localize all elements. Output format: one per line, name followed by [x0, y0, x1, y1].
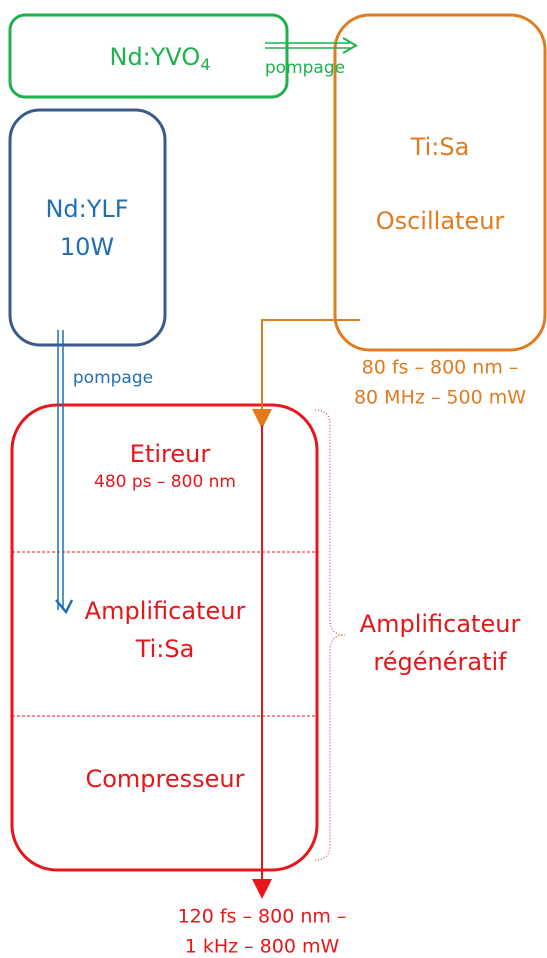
node-label: Ti:Sa — [410, 133, 470, 161]
pump-arrow — [265, 42, 350, 49]
pump-label: pompage — [73, 368, 153, 388]
amplifier-box — [10, 403, 319, 872]
output-spec: 1 kHz – 800 mW — [185, 936, 340, 958]
brace-label: Amplificateur — [360, 610, 521, 638]
oscillator-box — [333, 13, 547, 352]
section-title: Etireur — [130, 440, 211, 468]
seed-beam — [252, 319, 360, 429]
ylf-box — [8, 108, 167, 347]
section-title: Compresseur — [85, 765, 244, 793]
pump-label: pompage — [265, 58, 345, 78]
brace — [314, 409, 346, 861]
output-spec: 120 fs – 800 nm – — [178, 906, 347, 928]
node-label: 10W — [60, 233, 114, 261]
section-title: Ti:Sa — [135, 635, 195, 663]
output-spec: 80 MHz – 500 mW — [354, 387, 526, 409]
yvo4-box — [8, 13, 289, 99]
node-label: Nd:YLF — [45, 195, 128, 223]
node-label: Oscillateur — [376, 207, 505, 235]
pump-arrow-head — [342, 37, 359, 54]
node-label: Nd:YVO4 — [109, 43, 210, 74]
brace-label: régénératif — [373, 648, 507, 676]
section-detail: 480 ps – 800 nm — [94, 472, 236, 492]
section-title: Amplificateur — [85, 597, 246, 625]
output-spec: 80 fs – 800 nm – — [362, 357, 519, 379]
pump-arrow — [57, 330, 64, 610]
pump-arrow-head — [55, 599, 74, 615]
